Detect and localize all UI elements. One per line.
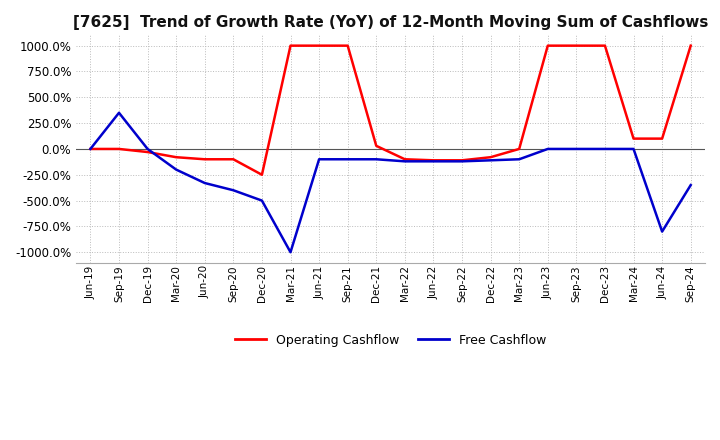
Legend: Operating Cashflow, Free Cashflow: Operating Cashflow, Free Cashflow xyxy=(230,329,552,352)
Title: [7625]  Trend of Growth Rate (YoY) of 12-Month Moving Sum of Cashflows: [7625] Trend of Growth Rate (YoY) of 12-… xyxy=(73,15,708,30)
